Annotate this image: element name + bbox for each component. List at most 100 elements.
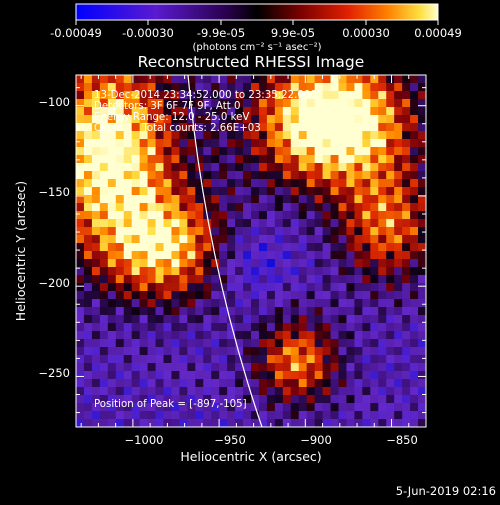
image-pixel [290, 363, 300, 372]
image-pixel [370, 371, 379, 380]
image-pixel [378, 283, 387, 292]
image-pixel [163, 299, 173, 308]
image-pixel [282, 371, 292, 380]
image-pixel [418, 155, 426, 164]
image-pixel [338, 203, 348, 212]
image-pixel [362, 139, 371, 148]
image-pixel [131, 203, 141, 212]
image-pixel [330, 291, 340, 300]
image-pixel [274, 419, 284, 427]
image-pixel [394, 339, 403, 348]
image-pixel [163, 179, 173, 188]
image-pixel [155, 235, 165, 244]
image-pixel [139, 179, 149, 188]
image-pixel [83, 91, 93, 100]
image-pixel [394, 411, 403, 420]
image-pixel [83, 123, 93, 132]
image-pixel [211, 211, 220, 220]
image-pixel [298, 291, 308, 300]
image-pixel [306, 291, 316, 300]
image-pixel [139, 339, 149, 348]
image-pixel [187, 411, 196, 420]
image-pixel [115, 347, 125, 356]
image-pixel [171, 211, 180, 220]
image-pixel [219, 323, 228, 332]
image-pixel [147, 419, 157, 427]
image-pixel [211, 227, 220, 236]
image-pixel [346, 99, 355, 108]
image-pixel [386, 355, 395, 364]
image-pixel [274, 179, 284, 188]
image-pixel [83, 115, 93, 124]
image-pixel [179, 83, 188, 92]
image-pixel [314, 339, 324, 348]
image-pixel [203, 259, 212, 268]
image-pixel [115, 227, 125, 236]
image-pixel [314, 219, 324, 228]
image-pixel [155, 203, 165, 212]
image-pixel [211, 219, 220, 228]
image-pixel [187, 331, 196, 340]
image-pixel [107, 147, 117, 156]
image-pixel [258, 115, 268, 124]
image-pixel [410, 219, 419, 228]
image-pixel [235, 203, 244, 212]
image-pixel [227, 331, 236, 340]
image-pixel [394, 211, 403, 220]
image-pixel [107, 267, 117, 276]
image-pixel [195, 83, 204, 92]
image-pixel [235, 155, 244, 164]
image-pixel [314, 355, 324, 364]
image-pixel [155, 331, 165, 340]
image-pixel [266, 411, 276, 420]
image-pixel [258, 299, 268, 308]
image-pixel [99, 179, 109, 188]
image-pixel [115, 371, 125, 380]
image-pixel [107, 171, 117, 180]
image-pixel [155, 347, 165, 356]
image-pixel [227, 371, 236, 380]
image-pixel [115, 203, 125, 212]
image-pixel [418, 203, 426, 212]
image-pixel [314, 171, 324, 180]
image-pixel [195, 379, 204, 388]
image-pixel [227, 403, 236, 412]
image-pixel [107, 131, 117, 140]
image-pixel [410, 347, 419, 356]
image-pixel [298, 195, 308, 204]
image-pixel [338, 235, 348, 244]
image-pixel [195, 243, 204, 252]
image-pixel [179, 107, 188, 116]
image-pixel [290, 107, 300, 116]
image-pixel [330, 195, 340, 204]
image-pixel [330, 379, 340, 388]
image-pixel [187, 187, 196, 196]
image-pixel [266, 267, 276, 276]
image-pixel [107, 163, 117, 172]
image-pixel [115, 171, 125, 180]
image-pixel [354, 227, 363, 236]
image-pixel [330, 147, 340, 156]
image-pixel [115, 355, 125, 364]
image-pixel [131, 403, 141, 412]
image-pixel [282, 251, 292, 260]
image-pixel [179, 187, 188, 196]
image-pixel [370, 339, 379, 348]
image-pixel [346, 171, 355, 180]
image-pixel [251, 171, 260, 180]
image-pixel [163, 123, 173, 132]
image-pixel [187, 83, 196, 92]
image-pixel [418, 283, 426, 292]
image-pixel [227, 139, 236, 148]
image-pixel [362, 363, 371, 372]
image-pixel [362, 275, 371, 284]
image-pixel [362, 323, 371, 332]
image-pixel [314, 331, 324, 340]
image-pixel [378, 187, 387, 196]
image-pixel [362, 211, 371, 220]
image-pixel [155, 363, 165, 372]
image-pixel [203, 227, 212, 236]
image-pixel [266, 107, 276, 116]
image-pixel [410, 131, 419, 140]
image-pixel [418, 171, 426, 180]
